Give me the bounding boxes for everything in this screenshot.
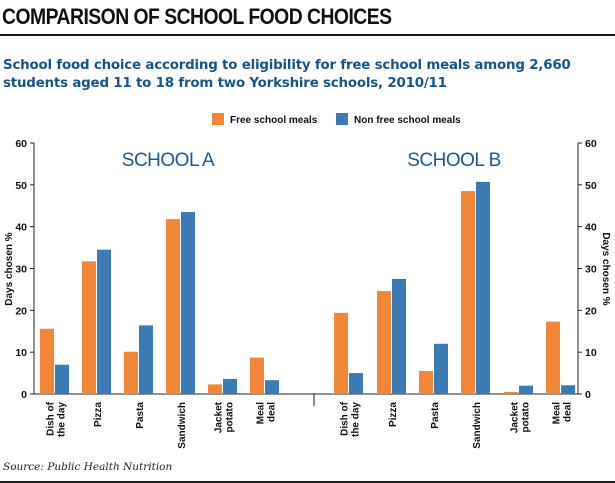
category-label-line: Pizza (388, 402, 399, 427)
category-label: Sandwich (472, 402, 483, 449)
bar-nonfree (349, 373, 363, 394)
y-tick-label-left: 30 (15, 264, 27, 276)
headline-rule (0, 34, 615, 36)
bar-free (461, 191, 475, 394)
category-label: Mealdeal (256, 402, 278, 424)
y-tick-label-left: 50 (15, 180, 27, 192)
legend-label-free: Free school meals (230, 115, 318, 126)
bar-nonfree (392, 278, 406, 394)
category-label: Pasta (430, 402, 441, 429)
y-tick-label-left: 0 (21, 389, 27, 401)
headline: COMPARISON OF SCHOOL FOOD CHOICES (2, 4, 392, 29)
category-label-line: Pizza (93, 402, 104, 427)
y-tick-label-right: 40 (585, 222, 597, 234)
category-label-line: Sandwich (177, 402, 188, 449)
category-label-line: deal (267, 402, 278, 422)
source-note: Source: Public Health Nutrition (3, 461, 173, 473)
panel-title-school-a: SCHOOL A (122, 150, 215, 171)
category-label: Pasta (135, 402, 146, 429)
legend-swatch-free (212, 113, 224, 125)
subtitle-line-1: School food choice according to eligibil… (3, 58, 571, 73)
bar-nonfree (434, 343, 448, 394)
category-label: Mealdeal (552, 402, 574, 424)
subtitle-line-2: students aged 11 to 18 from two Yorkshir… (3, 76, 447, 91)
bottom-rule (0, 481, 615, 483)
y-tick-label-left: 40 (15, 222, 27, 234)
bar-nonfree (97, 249, 111, 394)
panel-title-school-b: SCHOOL B (407, 150, 501, 171)
category-label-line: Dish of (340, 401, 351, 436)
category-label: Pizza (93, 402, 104, 427)
bar-nonfree (519, 385, 533, 394)
bar-free (124, 351, 138, 394)
bar-free (208, 384, 222, 394)
category-label-line: Pasta (430, 402, 441, 429)
y-tick-label-right: 10 (585, 347, 597, 359)
category-label-line: Jacket (214, 401, 225, 433)
category-label: Pizza (388, 402, 399, 427)
bar-free (166, 219, 180, 394)
legend-swatch-nonfree (336, 113, 348, 125)
category-label: Dish ofthe day (340, 401, 362, 437)
category-label-line: potato (521, 402, 532, 433)
bar-nonfree (55, 364, 69, 394)
category-label-line: Jacket (510, 401, 521, 433)
bar-free (504, 391, 518, 394)
bar-nonfree (476, 181, 490, 394)
bar-nonfree (561, 385, 575, 394)
bar-free (40, 328, 54, 394)
category-label: Dish ofthe day (46, 401, 68, 437)
category-label-line: the day (57, 402, 68, 437)
category-label-line: Sandwich (472, 402, 483, 449)
category-label: Jacketpotato (214, 401, 236, 433)
y-tick-label-right: 30 (585, 264, 597, 276)
bar-free (377, 291, 391, 394)
category-label-line: Dish of (46, 401, 57, 436)
bar-nonfree (223, 378, 237, 394)
y-axis-title-right: Days chosen % (600, 232, 611, 305)
y-tick-label-right: 50 (585, 180, 597, 192)
category-label-line: potato (225, 402, 236, 433)
y-tick-label-left: 10 (15, 347, 27, 359)
category-label: Sandwich (177, 402, 188, 449)
category-label-line: Meal (552, 402, 563, 424)
category-label: Jacketpotato (510, 401, 532, 433)
y-axis-title-left: Days chosen % (4, 232, 15, 305)
y-tick-label-right: 60 (585, 138, 597, 150)
bar-nonfree (181, 212, 195, 394)
category-label-line: Meal (256, 402, 267, 424)
category-label-line: deal (563, 402, 574, 422)
bar-nonfree (265, 380, 279, 394)
y-tick-label-right: 20 (585, 305, 597, 317)
bar-free (546, 321, 560, 394)
bar-free (82, 261, 96, 394)
bar-free (250, 357, 264, 394)
category-label-line: the day (351, 402, 362, 437)
y-tick-label-left: 20 (15, 305, 27, 317)
y-tick-label-right: 0 (585, 389, 591, 401)
legend-label-nonfree: Non free school meals (354, 115, 461, 126)
bar-free (334, 312, 348, 394)
y-tick-label-left: 60 (15, 138, 27, 150)
bar-free (419, 370, 433, 394)
bar-nonfree (139, 325, 153, 394)
category-label-line: Pasta (135, 402, 146, 429)
